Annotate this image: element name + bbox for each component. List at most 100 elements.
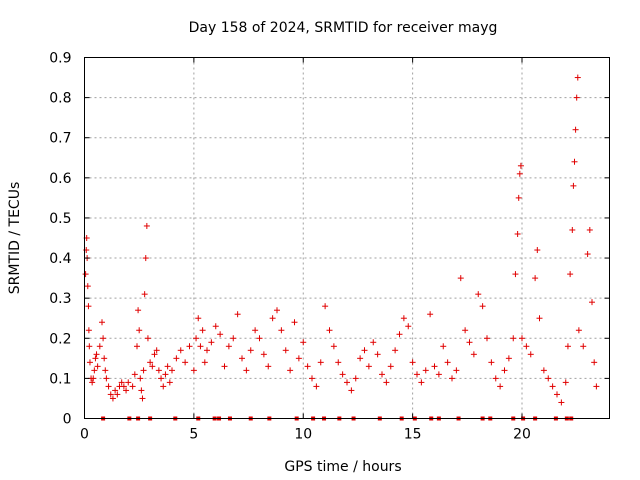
data-point	[138, 387, 145, 394]
data-point	[84, 283, 91, 290]
data-point	[158, 375, 165, 382]
data-point	[85, 327, 92, 334]
data-point	[431, 363, 438, 370]
data-point	[501, 367, 508, 374]
data-point	[221, 363, 228, 370]
y-tick-label: 0	[63, 412, 72, 428]
data-point	[322, 303, 329, 310]
y-tick-labels: 0 0.1 0.2 0.3 0.4 0.5 0.6 0.7 0.8 0.9	[49, 51, 71, 428]
data-point	[575, 327, 582, 334]
data-point	[131, 371, 138, 378]
data-point	[571, 158, 578, 165]
data-point	[137, 375, 144, 382]
data-point	[212, 323, 219, 330]
data-point	[166, 379, 173, 386]
data-point	[199, 327, 206, 334]
data-point	[85, 303, 92, 310]
data-point	[105, 383, 112, 390]
data-point	[136, 327, 143, 334]
data-point	[94, 363, 101, 370]
data-point	[125, 379, 132, 386]
data-point	[505, 355, 512, 362]
y-tick-label: 0.7	[49, 131, 71, 147]
data-point	[462, 327, 469, 334]
data-point	[101, 355, 108, 362]
data-point	[387, 363, 394, 370]
data-point	[142, 255, 149, 262]
x-tick-label: 5	[189, 427, 198, 443]
data-point	[234, 311, 241, 318]
data-point	[103, 375, 110, 382]
data-point	[330, 343, 337, 350]
data-point	[186, 343, 193, 350]
data-point	[155, 367, 162, 374]
axis-ticks	[84, 57, 610, 419]
data-point	[414, 371, 420, 378]
data-point	[344, 379, 350, 386]
data-points	[82, 74, 600, 406]
data-point	[82, 271, 89, 278]
data-point	[164, 363, 171, 370]
data-point	[300, 339, 307, 346]
y-tick-label: 0.8	[49, 91, 71, 107]
data-point	[134, 343, 140, 350]
data-point	[339, 371, 346, 378]
data-point	[479, 303, 486, 310]
data-point	[86, 359, 93, 366]
data-point	[92, 355, 99, 362]
data-point	[317, 359, 324, 366]
x-tick-label: 15	[404, 427, 422, 443]
data-point	[527, 351, 534, 358]
data-point	[591, 359, 598, 366]
data-point	[295, 355, 302, 362]
data-point	[225, 343, 232, 350]
y-tick-label: 0.9	[49, 51, 71, 67]
data-point	[135, 307, 142, 314]
data-point	[230, 335, 237, 342]
data-point	[204, 347, 210, 354]
data-point	[193, 335, 200, 342]
data-point	[335, 359, 342, 366]
data-point	[348, 387, 355, 394]
data-point	[243, 367, 250, 374]
data-point	[282, 347, 289, 354]
data-point	[584, 251, 591, 258]
data-point	[313, 383, 320, 390]
x-tick-labels: 0 5 10 15 20	[80, 427, 531, 443]
data-point	[523, 343, 530, 350]
data-point	[120, 383, 127, 390]
data-point	[326, 327, 333, 334]
data-point	[129, 383, 136, 390]
data-point	[593, 383, 600, 390]
chart-title: Day 158 of 2024, SRMTID for receiver may…	[189, 20, 498, 36]
data-point	[396, 331, 403, 338]
data-point	[169, 367, 175, 374]
data-point	[274, 307, 280, 314]
data-point	[118, 379, 125, 386]
data-point	[265, 363, 272, 370]
y-tick-label: 0.6	[49, 171, 71, 187]
data-point	[144, 335, 151, 342]
data-point	[260, 351, 267, 358]
data-point	[208, 339, 215, 346]
data-point	[153, 347, 160, 354]
data-point	[287, 367, 294, 374]
data-point	[405, 323, 412, 330]
plot-frame	[84, 57, 610, 419]
data-point	[545, 375, 552, 382]
data-point	[177, 347, 184, 354]
data-point	[400, 315, 407, 322]
data-point	[151, 351, 158, 358]
data-point	[510, 335, 517, 342]
data-point	[197, 343, 204, 350]
data-point	[256, 335, 263, 342]
data-point	[93, 351, 100, 358]
data-point	[564, 343, 571, 350]
data-point	[569, 226, 576, 233]
data-point	[173, 355, 180, 362]
data-point	[418, 379, 425, 386]
data-point	[534, 247, 541, 254]
data-point	[89, 379, 96, 386]
data-point	[379, 371, 385, 378]
